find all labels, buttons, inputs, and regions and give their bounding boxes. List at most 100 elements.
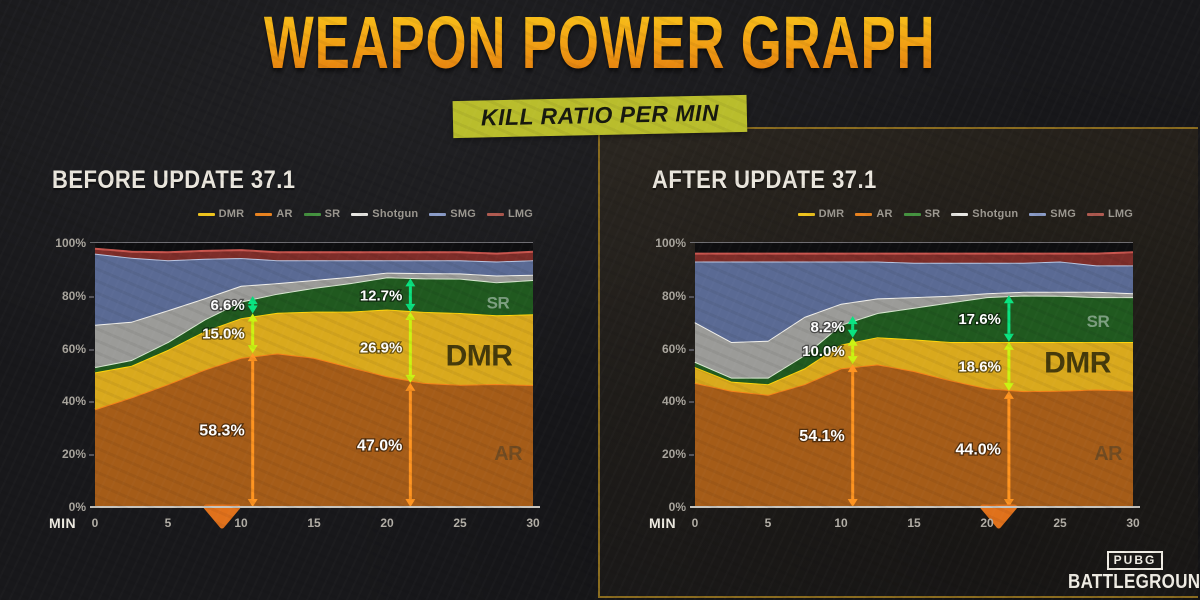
legend-swatch-lmg xyxy=(486,212,504,216)
y-tick-label: 20% xyxy=(661,447,686,462)
legend-item-ar: AR xyxy=(255,208,292,220)
panel-header-before: BEFORE UPDATE 37.1 xyxy=(52,166,296,194)
legend-label: DMR xyxy=(218,208,245,220)
legend-item-smg: SMG xyxy=(1029,208,1076,220)
legend-label: LMG xyxy=(507,208,533,220)
area-series-lmg xyxy=(95,248,533,262)
legend-swatch-ar xyxy=(855,212,873,216)
x-tick-label: 20 xyxy=(980,516,994,530)
legend-after: DMR AR SR Shotgun SMG LMG xyxy=(797,208,1133,220)
area-series-dmr xyxy=(95,309,533,410)
page-title: WEAPON POWER GRAPH xyxy=(264,0,936,84)
legend-label: LMG xyxy=(1107,208,1133,220)
y-tick-dash xyxy=(689,401,694,404)
legend-label: DMR xyxy=(818,208,845,220)
annotation-arrow-sr xyxy=(1003,295,1014,342)
y-tick-dash xyxy=(89,295,94,298)
area-label-dmr: DMR xyxy=(1044,346,1112,379)
axis-line xyxy=(690,506,1140,508)
x-tick-label: 0 xyxy=(691,516,699,530)
annotation-arrow-ar xyxy=(405,382,416,507)
annotation-arrow-sr xyxy=(247,296,258,314)
legend-swatch-dmr xyxy=(197,212,215,216)
battlegrounds-text: BATTLEGROUNDS xyxy=(1068,570,1200,594)
legend-item-dmr: DMR xyxy=(797,208,845,220)
x-tick-label: 25 xyxy=(453,516,467,530)
legend-item-shotgun: Shotgun xyxy=(951,208,1018,220)
legend-label: SR xyxy=(924,208,941,220)
x-tick-label: 5 xyxy=(164,516,172,530)
annotation-label: 18.6% xyxy=(958,359,1001,376)
legend-item-dmr: DMR xyxy=(197,208,245,220)
legend-label: SR xyxy=(324,208,341,220)
legend-swatch-sr xyxy=(303,212,321,216)
legend-item-lmg: LMG xyxy=(1086,208,1133,220)
x-tick-label: 30 xyxy=(526,516,540,530)
legend-label: Shotgun xyxy=(372,208,419,220)
area-edge-smg xyxy=(94,252,534,263)
area-series-smg xyxy=(95,253,533,325)
x-tick-label: 10 xyxy=(234,516,248,530)
legend-before: DMR AR SR Shotgun SMG LMG xyxy=(197,208,533,220)
legend-item-shotgun: Shotgun xyxy=(351,208,418,220)
area-series-dmr xyxy=(695,337,1133,395)
legend-swatch-sr xyxy=(903,212,921,216)
legend-label: AR xyxy=(876,208,893,220)
area-edge-lmg xyxy=(94,247,534,255)
y-tick-label: 40% xyxy=(61,394,86,409)
annotation-arrow-dmr xyxy=(405,311,416,383)
annotation-arrow-ar xyxy=(1003,390,1014,507)
legend-item-ar: AR xyxy=(855,208,892,220)
y-tick-label: 80% xyxy=(661,288,686,303)
area-series-ar xyxy=(695,364,1133,507)
min-label: MIN xyxy=(49,515,77,531)
area-series-shotgun xyxy=(95,272,533,368)
area-label-dmr: DMR xyxy=(446,340,514,373)
y-tick-label: 100% xyxy=(55,236,86,250)
annotation-arrow-dmr xyxy=(847,337,858,365)
legend-label: Shotgun xyxy=(972,208,1019,220)
legend-item-sr: SR xyxy=(303,208,341,220)
annotation-arrow-sr xyxy=(847,316,858,338)
y-tick-label: 20% xyxy=(61,447,86,462)
legend-swatch-lmg xyxy=(1086,212,1104,216)
annotation-label: 47.0% xyxy=(357,438,402,455)
subtitle-badge-text: KILL RATIO PER MIN xyxy=(480,99,720,131)
area-edge-lmg xyxy=(695,251,1134,255)
y-tick-dash xyxy=(689,348,694,351)
y-tick-dash xyxy=(89,401,94,404)
legend-swatch-smg xyxy=(1029,212,1047,216)
area-series-ar xyxy=(95,353,533,507)
legend-item-lmg: LMG xyxy=(486,208,533,220)
y-tick-dash xyxy=(689,454,694,457)
annotation-label: 6.6% xyxy=(210,297,244,314)
y-tick-label: 100% xyxy=(655,236,686,250)
y-tick-dash xyxy=(89,454,94,457)
legend-label: AR xyxy=(276,208,293,220)
area-label-ar: AR xyxy=(494,443,523,465)
panel-header-after: AFTER UPDATE 37.1 xyxy=(652,166,877,194)
before-panel: BEFORE UPDATE 37.1 DMR AR SR Shotgun SMG LMG … xyxy=(40,160,545,590)
annotation-label: 58.3% xyxy=(199,423,244,440)
y-tick-label: 80% xyxy=(61,288,86,303)
x-tick-label: 15 xyxy=(907,516,921,530)
area-label-sr: SR xyxy=(1087,312,1110,331)
annotation-label: 54.1% xyxy=(799,428,844,445)
x-tick-label: 0 xyxy=(91,516,99,530)
y-tick-label: 60% xyxy=(61,341,86,356)
pubg-logo: PUBG BATTLEGROUNDS xyxy=(1068,551,1200,594)
annotation-label: 10.0% xyxy=(802,343,845,360)
annotation-label: 17.6% xyxy=(958,311,1001,328)
x-tick-label: 10 xyxy=(834,516,848,530)
annotation-arrow-ar xyxy=(847,364,858,507)
after-chart-svg: SR DMR AR 8.2% 10.0% 54.1% 17.6% 18.6% 44.0% xyxy=(694,243,1134,529)
x-tick-label: 20 xyxy=(380,516,394,530)
legend-swatch-smg xyxy=(429,212,447,216)
y-tick-label: 0% xyxy=(668,500,686,514)
min-label: MIN xyxy=(649,515,677,531)
area-series-shotgun xyxy=(695,291,1133,378)
y-tick-label: 40% xyxy=(661,394,686,409)
gridline-100 xyxy=(90,242,533,243)
title-wrap: WEAPON POWER GRAPH xyxy=(0,3,1200,81)
